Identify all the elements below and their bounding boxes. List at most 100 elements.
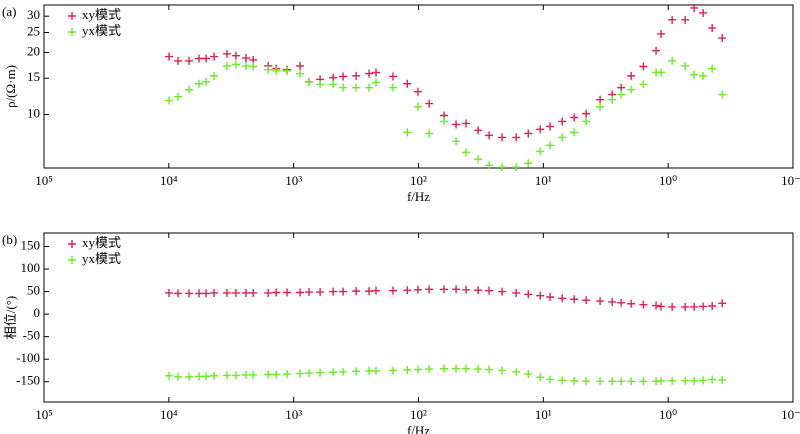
marker [617, 83, 626, 92]
marker [699, 376, 708, 385]
marker [185, 85, 194, 94]
marker [241, 61, 250, 70]
marker [498, 287, 507, 296]
marker [596, 102, 605, 111]
marker [339, 72, 348, 81]
marker [596, 297, 605, 306]
marker [608, 297, 617, 306]
y-tick-label: -150 [16, 373, 40, 388]
legend-label: yx模式 [82, 23, 121, 38]
marker [608, 377, 617, 386]
marker [339, 367, 348, 376]
marker [462, 119, 471, 128]
marker [690, 376, 699, 385]
marker [657, 68, 666, 77]
marker [264, 288, 273, 297]
marker [512, 288, 521, 297]
y-tick-label: 100 [21, 260, 41, 275]
marker [210, 371, 219, 380]
marker [165, 52, 174, 61]
y-tick-label: -100 [16, 350, 40, 365]
marker [546, 375, 555, 384]
marker [582, 296, 591, 305]
marker [249, 62, 258, 71]
marker [512, 133, 521, 142]
x-tick-label: 10¹ [535, 173, 552, 188]
marker [165, 96, 174, 105]
legend-marker [68, 12, 76, 20]
marker [413, 365, 422, 374]
marker [474, 155, 483, 164]
marker [210, 52, 219, 61]
marker [365, 83, 374, 92]
y-tick-label: 50 [27, 283, 40, 298]
x-tick-label: 10⁰ [659, 173, 677, 188]
marker [165, 288, 174, 297]
marker [372, 78, 381, 87]
marker [283, 288, 292, 297]
marker [413, 87, 422, 96]
marker [223, 49, 232, 58]
marker [498, 366, 507, 375]
marker [202, 77, 211, 86]
marker [485, 286, 494, 295]
marker [546, 122, 555, 131]
marker [440, 285, 449, 294]
marker [231, 288, 240, 297]
marker [558, 133, 567, 142]
marker [652, 46, 661, 55]
y-tick-label: 20 [27, 43, 40, 58]
legend-label: yx模式 [82, 251, 121, 266]
marker [223, 288, 232, 297]
x-tick-label: 10⁻¹ [781, 407, 800, 422]
marker [524, 290, 533, 299]
marker [403, 286, 412, 295]
marker [425, 285, 434, 294]
marker [485, 365, 494, 374]
marker [570, 113, 579, 122]
marker [699, 71, 708, 80]
marker [272, 66, 281, 75]
marker [365, 366, 374, 375]
x-tick-label: 10⁰ [659, 407, 677, 422]
marker [413, 102, 422, 111]
marker [582, 109, 591, 118]
marker [524, 129, 533, 138]
marker [582, 377, 591, 386]
x-tick-label: 10⁵ [35, 407, 53, 422]
marker [195, 372, 204, 381]
plot-frame [43, 4, 794, 169]
marker [272, 288, 281, 297]
marker [272, 370, 281, 379]
marker [403, 128, 412, 137]
marker [617, 298, 626, 307]
marker [668, 376, 677, 385]
marker [708, 302, 717, 311]
marker [546, 292, 555, 301]
y-tick-label: 10 [27, 105, 40, 120]
marker [352, 71, 361, 80]
marker [681, 376, 690, 385]
marker [699, 8, 708, 17]
marker [570, 128, 579, 137]
marker [231, 60, 240, 69]
marker [452, 120, 461, 129]
marker [195, 79, 204, 88]
marker [512, 163, 521, 172]
marker [339, 287, 348, 296]
marker [708, 375, 717, 384]
marker [608, 95, 617, 104]
marker [627, 71, 636, 80]
marker [440, 117, 449, 126]
marker [296, 288, 305, 297]
marker [241, 370, 250, 379]
marker [668, 56, 677, 65]
marker [708, 23, 717, 32]
marker [462, 148, 471, 157]
x-axis-label: f/Hz [407, 189, 430, 204]
marker [296, 369, 305, 378]
x-tick-label: 10² [410, 173, 427, 188]
marker [718, 90, 727, 99]
marker [249, 288, 258, 297]
marker [174, 289, 183, 298]
